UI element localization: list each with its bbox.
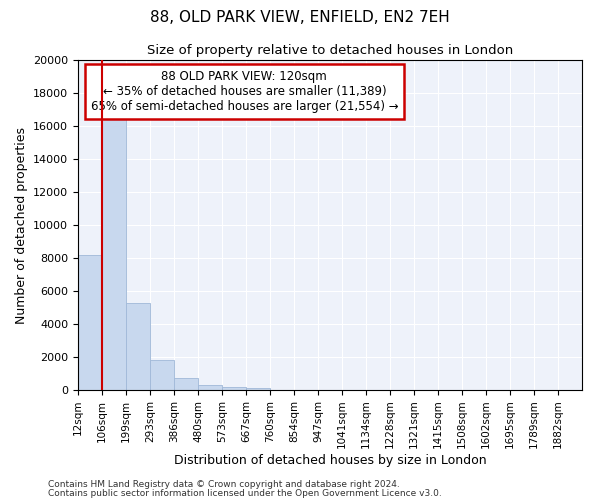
Text: Contains public sector information licensed under the Open Government Licence v3: Contains public sector information licen… [48, 489, 442, 498]
Bar [174, 378, 198, 390]
Bar [126, 302, 150, 390]
Text: 88, OLD PARK VIEW, ENFIELD, EN2 7EH: 88, OLD PARK VIEW, ENFIELD, EN2 7EH [150, 10, 450, 25]
Bar [198, 385, 222, 390]
Bar [102, 116, 126, 390]
Bar [150, 360, 174, 390]
Bar [222, 386, 246, 390]
Text: 88 OLD PARK VIEW: 120sqm
← 35% of detached houses are smaller (11,389)
65% of se: 88 OLD PARK VIEW: 120sqm ← 35% of detach… [91, 70, 398, 113]
Y-axis label: Number of detached properties: Number of detached properties [14, 126, 28, 324]
X-axis label: Distribution of detached houses by size in London: Distribution of detached houses by size … [173, 454, 487, 467]
Title: Size of property relative to detached houses in London: Size of property relative to detached ho… [147, 44, 513, 58]
Text: Contains HM Land Registry data © Crown copyright and database right 2024.: Contains HM Land Registry data © Crown c… [48, 480, 400, 489]
Bar [246, 388, 270, 390]
Bar [78, 254, 102, 390]
